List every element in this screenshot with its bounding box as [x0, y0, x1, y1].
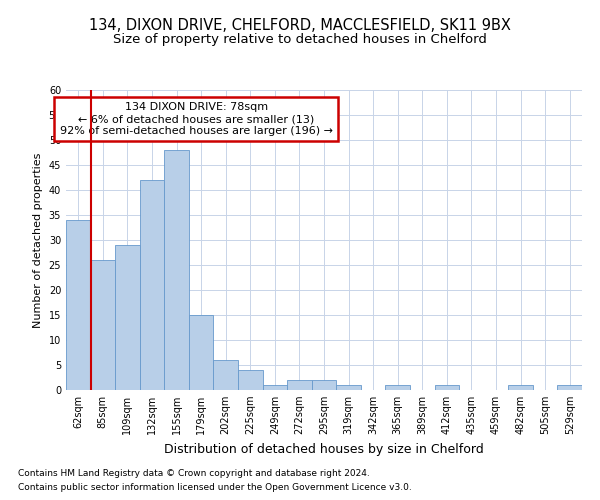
Bar — [287, 380, 312, 390]
Bar — [385, 385, 410, 390]
Bar — [238, 370, 263, 390]
Text: 134 DIXON DRIVE: 78sqm
← 6% of detached houses are smaller (13)
92% of semi-deta: 134 DIXON DRIVE: 78sqm ← 6% of detached … — [60, 102, 333, 136]
Text: Contains HM Land Registry data © Crown copyright and database right 2024.: Contains HM Land Registry data © Crown c… — [18, 468, 370, 477]
Text: 134, DIXON DRIVE, CHELFORD, MACCLESFIELD, SK11 9BX: 134, DIXON DRIVE, CHELFORD, MACCLESFIELD… — [89, 18, 511, 32]
Bar — [214, 360, 238, 390]
Text: Contains public sector information licensed under the Open Government Licence v3: Contains public sector information licen… — [18, 484, 412, 492]
Bar — [434, 385, 459, 390]
Bar — [336, 385, 361, 390]
Y-axis label: Number of detached properties: Number of detached properties — [33, 152, 43, 328]
Bar — [164, 150, 189, 390]
X-axis label: Distribution of detached houses by size in Chelford: Distribution of detached houses by size … — [164, 442, 484, 456]
Bar — [189, 315, 214, 390]
Bar — [557, 385, 582, 390]
Bar — [263, 385, 287, 390]
Bar — [140, 180, 164, 390]
Bar — [66, 220, 91, 390]
Text: Size of property relative to detached houses in Chelford: Size of property relative to detached ho… — [113, 32, 487, 46]
Bar — [115, 245, 140, 390]
Bar — [91, 260, 115, 390]
Bar — [312, 380, 336, 390]
Bar — [508, 385, 533, 390]
